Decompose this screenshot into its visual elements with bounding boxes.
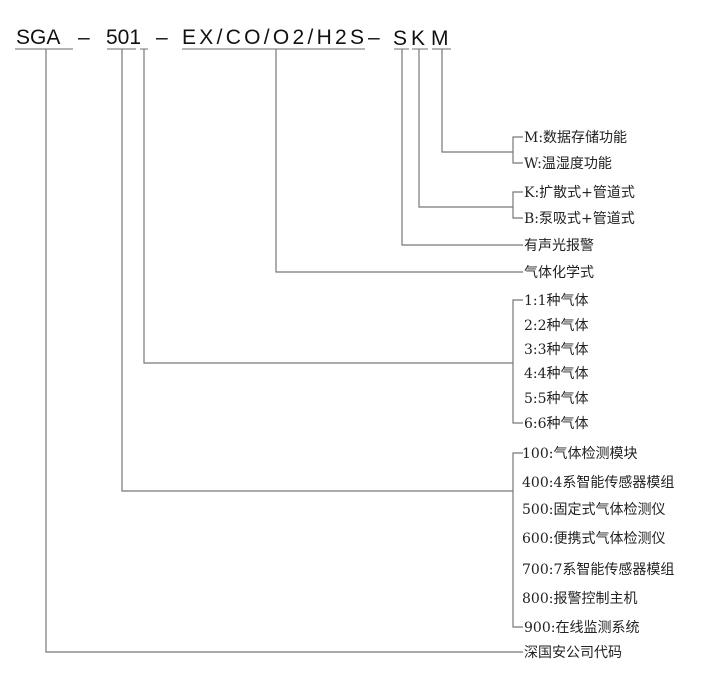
code-separator: – [156,26,168,49]
series-option: 700:7系智能传感器模组 [522,561,674,578]
sampling-option: K:扩散式+管道式 [524,185,635,201]
gas-formula-label: 气体化学式 [524,265,594,281]
code-separator: – [78,26,90,49]
code-gases: EX/CO/O2/H2S [182,26,364,49]
function-option: M:数据存储功能 [524,130,627,146]
gas-count-option: 3:3种气体 [524,342,589,358]
code-series: 501 [106,26,141,49]
gas-count-option: 6:6种气体 [524,416,589,432]
code-alarm: S [393,27,407,50]
gas-count-option: 4:4种气体 [524,366,589,382]
code-company: SGA [16,26,60,49]
series-option: 600:便携式气体检测仪 [522,531,665,547]
series-option: 100:气体检测模块 [522,446,637,462]
company-code-label: 深国安公司代码 [524,645,622,661]
alarm-label: 有声光报警 [524,238,594,254]
code-function: M [431,27,449,50]
model-code-header: SGA – 501 – EX/CO/O2/H2S – S K M [16,26,449,50]
series-option: 500:固定式气体检测仪 [522,502,665,518]
legend-labels: M:数据存储功能 W:温湿度功能 K:扩散式+管道式 B:泵吸式+管道式 有声光… [522,130,674,661]
series-option: 400:4系智能传感器模组 [522,474,674,491]
sampling-option: B:泵吸式+管道式 [524,211,635,227]
gas-count-option: 1:1种气体 [524,293,589,309]
function-option: W:温湿度功能 [524,156,612,172]
connector-lines [45,49,523,653]
series-option: 900:在线监测系统 [524,620,639,636]
gas-count-option: 5:5种气体 [524,391,589,407]
gas-count-option: 2:2种气体 [524,318,589,334]
code-sampling: K [411,27,425,50]
series-option: 800:报警控制主机 [522,591,637,607]
code-separator: – [368,26,380,49]
